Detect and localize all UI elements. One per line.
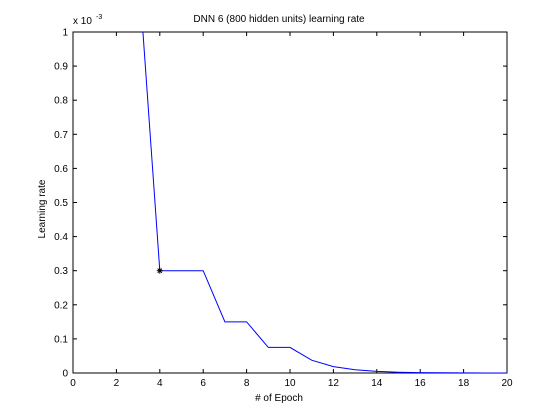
x-tick-label: 18: [458, 378, 470, 389]
x-tick-label: 16: [415, 378, 427, 389]
x-axis-ticks: 0 2 4 6 8 10 12 14 16 18 20: [70, 32, 513, 389]
x-tick-label: 8: [244, 378, 250, 389]
x-tick-label: 6: [200, 378, 206, 389]
y-tick-label: 0.5: [54, 198, 68, 209]
y-tick-label: 0.1: [54, 334, 68, 345]
x-tick-label: 2: [114, 378, 120, 389]
x-tick-label: 10: [284, 378, 296, 389]
y-axis-label: Learning rate: [37, 179, 48, 238]
y-tick-label: 0.9: [54, 62, 68, 73]
plot-area: [72, 31, 508, 374]
y-tick-label: 0.2: [54, 300, 68, 311]
x-tick-label: 4: [157, 378, 163, 389]
y-multiplier-exponent: -3: [96, 14, 102, 21]
y-tick-label: 0.7: [54, 130, 68, 141]
x-axis-label: # of Epoch: [255, 393, 303, 404]
marker-layer: [156, 267, 163, 274]
series-layer: [142, 32, 507, 373]
y-axis-ticks: 0 0.1 0.2 0.3 0.4 0.5 0.6 0.7 0.8 0.9 1: [54, 28, 507, 380]
x-tick-label: 12: [328, 378, 340, 389]
y-multiplier-base: x 10: [73, 16, 92, 27]
y-tick-label: 0.8: [54, 96, 68, 107]
x-tick-label: 0: [70, 378, 76, 389]
asterisk-marker: [156, 267, 163, 274]
y-tick-label: 1: [62, 28, 68, 39]
y-tick-label: 0.4: [54, 232, 68, 243]
x-tick-label: 14: [371, 378, 383, 389]
y-tick-label: 0.3: [54, 266, 68, 277]
learning-rate-line: [142, 32, 507, 373]
y-tick-label: 0: [62, 369, 68, 380]
chart-title: DNN 6 (800 hidden units) learning rate: [193, 14, 365, 25]
y-tick-label: 0.6: [54, 164, 68, 175]
x-tick-label: 20: [501, 378, 513, 389]
